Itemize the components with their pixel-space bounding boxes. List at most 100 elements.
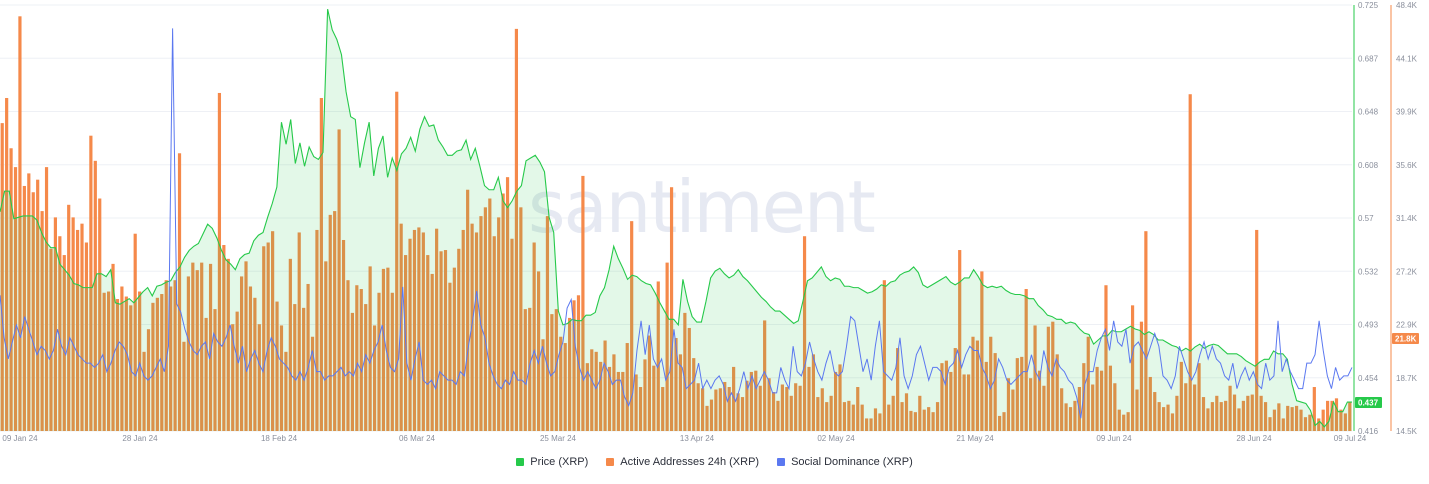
active-addresses-bar [58,236,62,431]
active-addresses-bar [328,214,332,431]
price-line [0,9,1352,428]
active-addresses-bar [133,233,137,431]
active-addresses-bar [1326,400,1330,431]
active-addresses-bar [377,292,381,431]
active-addresses-bar [421,232,425,431]
active-addresses-bar [22,185,26,431]
active-addresses-bar [62,255,66,431]
active-addresses-bar [807,366,811,431]
active-addresses-bar [31,192,35,431]
active-addresses-bar [581,175,585,431]
active-addresses-bar [310,336,315,431]
active-addresses-bar [470,223,474,431]
active-addresses-bar [904,393,909,431]
active-addresses-bar [825,402,829,431]
active-addresses-bar [630,221,634,431]
active-addresses-bar [1299,409,1303,431]
active-addresses-bar [625,343,629,431]
x-tick-label: 09 Jul 24 [1334,434,1367,443]
active-addresses-bar [138,291,142,431]
active-addresses-bar [559,336,563,431]
active-addresses-bar [483,207,487,431]
active-addresses-bar [1348,402,1352,431]
active-addresses-bar [5,97,9,432]
active-addresses-bar [550,314,554,431]
active-addresses-bar [1197,363,1201,431]
active-addresses-bar [568,317,572,431]
active-addresses-bar [80,223,84,431]
active-addresses-bar [492,236,496,431]
legend-item-price[interactable]: Price (XRP) [516,456,588,468]
active-addresses-bar [1175,395,1179,431]
active-addresses-bar [918,395,922,431]
active-addresses-bar [727,387,731,431]
active-addresses-bar [638,387,643,431]
active-addresses-bar [177,153,182,431]
active-addresses-bar [13,167,18,432]
active-addresses-bar [833,371,838,431]
active-addresses-bar [359,289,363,431]
active-addresses-bar [505,177,510,431]
social-dominance-line [0,28,1353,419]
active-addresses-bar [1042,385,1046,431]
price-tick-label: 0.57 [1358,214,1374,223]
active-addresses-bar [962,374,966,431]
active-addresses-bar [1188,94,1192,431]
active-tick-label: 22.9K [1396,321,1418,330]
active-addresses-bar [1099,370,1104,431]
active-addresses-bar [1153,392,1157,431]
active-addresses-bar [528,307,532,431]
active-addresses-bar [851,404,855,431]
active-addresses-bar [1091,384,1095,431]
active-addresses-bar [346,280,350,431]
active-addresses-bar [417,227,421,431]
active-addresses-bar [381,268,386,431]
active-addresses-bar [1303,417,1308,431]
price-tick-label: 0.608 [1358,161,1379,170]
active-addresses-bar [386,267,390,431]
active-addresses-bar [510,238,514,431]
active-addresses-bar [669,187,674,431]
active-addresses-bar [297,232,301,431]
active-addresses-bar [208,263,213,431]
legend-item-social-dominance[interactable]: Social Dominance (XRP) [777,456,913,468]
price-badge: 0.437 [1355,397,1382,408]
active-addresses-bar [966,374,971,431]
active-addresses-bar [443,250,448,431]
active-addresses-bar [732,366,736,431]
active-addresses-bar [1148,376,1152,431]
active-addresses-bar [1334,398,1339,431]
active-addresses-bar [1095,366,1099,431]
active-addresses-bar [736,393,740,431]
watermark: santiment [528,165,875,249]
active-addresses-bar [802,236,807,431]
price-tick-label: 0.416 [1358,427,1379,436]
active-addresses-bar [213,309,217,431]
active-addresses-bar [971,336,975,431]
active-addresses-bar [200,262,204,431]
active-addresses-bar [1033,325,1037,431]
active-addresses-bar [900,402,904,431]
active-addresses-bar [84,242,89,431]
x-tick-label: 25 Mar 24 [540,434,577,443]
legend-label-active-addresses: Active Addresses 24h (XRP) [620,456,760,468]
legend-item-active-addresses[interactable]: Active Addresses 24h (XRP) [606,456,759,468]
active-addresses-bar [461,229,465,431]
active-addresses-bar [395,91,399,432]
active-addresses-bar [226,258,230,431]
active-addresses-bar [958,250,962,431]
active-addresses-bar [1108,365,1113,431]
active-tick-label: 18.7K [1396,374,1418,383]
active-addresses-bar [1255,229,1259,431]
active-addresses-bar [1011,389,1015,431]
active-addresses-bar [1060,388,1064,431]
active-addresses-bar [1068,407,1073,431]
active-addresses-bar [399,223,403,431]
active-addresses-bar [107,291,111,431]
active-tick-label: 44.1K [1396,54,1418,63]
active-addresses-bar [111,263,115,431]
active-addresses-bar [1201,397,1206,431]
active-addresses-bar [142,351,146,431]
active-addresses-bar [860,404,864,431]
active-addresses-bar [98,198,102,431]
